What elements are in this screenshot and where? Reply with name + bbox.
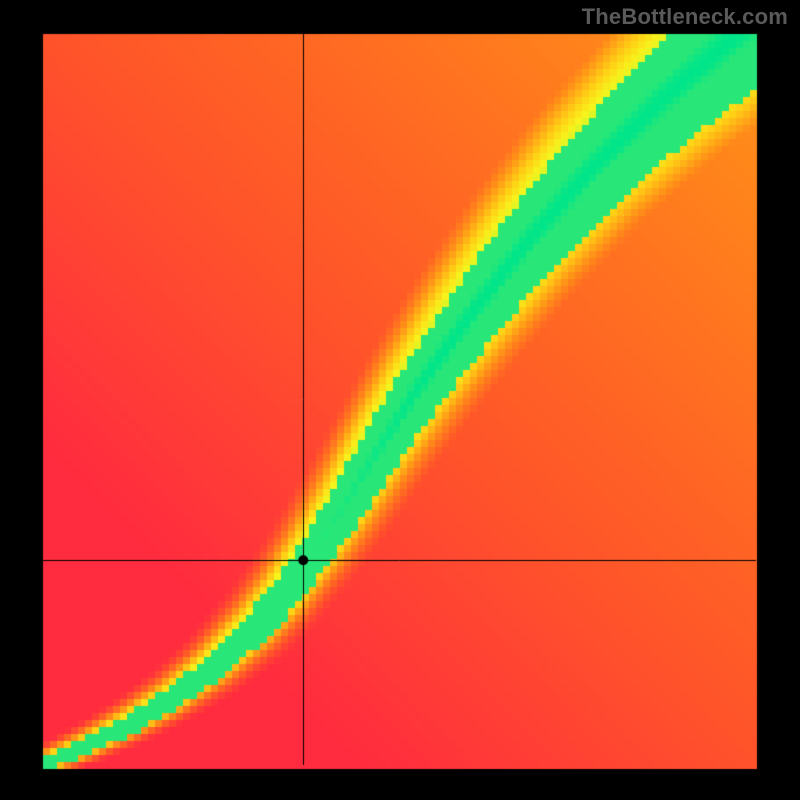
watermark-text: TheBottleneck.com (582, 4, 788, 30)
heatmap-canvas (0, 0, 800, 800)
chart-root: TheBottleneck.com (0, 0, 800, 800)
